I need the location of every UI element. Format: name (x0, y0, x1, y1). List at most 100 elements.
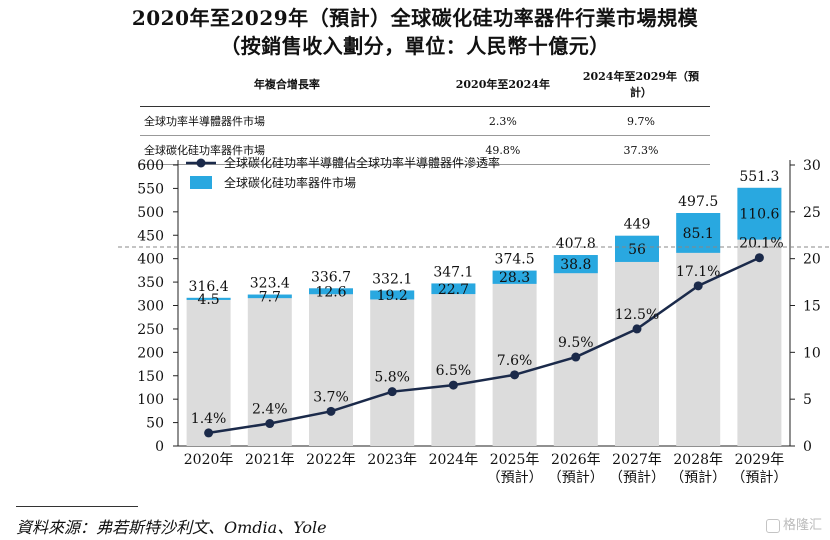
x-tick-label: 2023年 (367, 452, 417, 468)
watermark: 格隆汇 (765, 514, 822, 533)
bar-sic-segment (431, 283, 476, 295)
x-tick-label: 2025年 (490, 452, 540, 468)
legend-line-marker (196, 158, 206, 168)
y-tick-label: 550 (137, 181, 164, 197)
bar-total (309, 288, 353, 446)
cagr-row-label: 全球功率半導體器件市場 (144, 115, 265, 128)
source-note: 資料來源：弗若斯特沙利文、Omdia、Yole (16, 518, 327, 537)
y2-tick-label: 5 (803, 392, 812, 408)
bar-segment-label: 28.3 (499, 270, 530, 286)
bar-total-label: 332.1 (372, 271, 412, 287)
penetration-point (204, 428, 214, 438)
bar-sic-segment (370, 290, 415, 300)
bar-sic-segment (309, 288, 353, 295)
bar-total (431, 283, 476, 446)
penetration-label: 17.1% (676, 264, 720, 280)
y2-tick-label: 20 (803, 252, 821, 268)
penetration-label: 5.8% (374, 370, 410, 386)
y-tick-label: 50 (146, 416, 164, 432)
y2-tick-label: 10 (803, 345, 821, 361)
bar-sic-segment (737, 187, 782, 240)
bar-segment-label: 56 (628, 242, 646, 258)
penetration-point (754, 253, 764, 263)
bar-segment-label: 4.5 (197, 292, 219, 308)
cagr-value: 9.7% (626, 114, 655, 128)
bar-segment-label: 19.2 (377, 288, 408, 304)
watermark-text: 格隆汇 (782, 518, 822, 533)
penetration-point (387, 387, 397, 397)
cagr-header-label: 年複合增長率 (140, 62, 434, 107)
penetration-label: 1.4% (191, 411, 227, 427)
penetration-label: 6.5% (436, 363, 472, 379)
combo-chart: 0 50 100 150 200 250 300 350 400 450 500 550 600 0 5 10… (118, 155, 830, 486)
penetration-point (448, 380, 458, 390)
x-tick-note: （預計） (609, 470, 665, 486)
penetration-point (632, 324, 642, 334)
legend-label: 全球碳化硅功率器件市場 (224, 175, 356, 190)
cagr-row-label: 全球碳化硅功率器件市場 (144, 144, 265, 157)
bar-segment-label: 110.6 (739, 207, 779, 223)
bar-total-label: 497.5 (678, 194, 718, 210)
penetration-line (208, 256, 760, 435)
bar-total-label: 374.5 (495, 252, 535, 268)
bar-total (186, 297, 231, 446)
bar-total-label: 551.3 (739, 169, 779, 185)
bar-sic-segment (492, 270, 537, 284)
chart-subtitle: （按銷售收入劃分，單位：人民幣十億元） (220, 34, 610, 58)
x-tick-label: 2029年 (735, 452, 785, 468)
bar-total-label: 316.4 (189, 279, 229, 295)
y-tick-label: 200 (137, 345, 164, 361)
penetration-label: 7.6% (497, 353, 533, 369)
bar-total-label: 347.1 (433, 264, 473, 280)
table-row: 全球碳化硅功率器件市場 49.8% 37.3% (140, 136, 710, 165)
table-row: 全球功率半導體器件市場 2.3% 9.7% (140, 107, 710, 136)
y-tick-label: 300 (137, 299, 164, 315)
y2-tick-label: 15 (803, 299, 821, 315)
x-tick-label: 2021年 (245, 452, 295, 468)
penetration-point (571, 352, 581, 362)
bar-sic-segment (247, 294, 292, 299)
bar-total-label: 449 (624, 217, 651, 233)
y2-tick-label: 25 (803, 205, 821, 221)
x-tick-label: 2026年 (551, 452, 601, 468)
cagr-header-period1: 2020年至2024年 (433, 62, 572, 107)
y-tick-label: 0 (155, 439, 164, 455)
y-tick-label: 350 (137, 275, 164, 291)
bar-segment-label: 12.6 (315, 284, 346, 300)
y-tick-label: 600 (137, 158, 164, 174)
cagr-value: 37.3% (623, 143, 659, 157)
bar-segment-label: 7.7 (259, 289, 281, 305)
penetration-point (693, 281, 703, 291)
bar-total-label: 323.4 (250, 276, 290, 292)
y2-tick-label: 30 (803, 158, 821, 174)
bar-total-label: 336.7 (311, 269, 351, 285)
penetration-point (265, 419, 275, 429)
bar-segment-label: 85.1 (683, 226, 714, 242)
cagr-table: 年複合增長率 2020年至2024年 2024年至2029年（預計） 全球功率半… (140, 62, 710, 165)
bar-sic-segment (676, 213, 721, 253)
bar-total-label: 407.8 (556, 236, 596, 252)
cagr-value: 49.8% (485, 143, 521, 157)
x-tick-note: （預計） (670, 470, 726, 486)
cagr-header-row: 年複合增長率 2020年至2024年 2024年至2029年（預計） (140, 62, 710, 107)
penetration-label: 9.5% (558, 335, 594, 351)
y-tick-label: 100 (137, 392, 164, 408)
y-tick-label: 400 (137, 252, 164, 268)
legend-box-swatch (190, 176, 212, 189)
x-tick-label: 2022年 (306, 452, 356, 468)
x-tick-label: 2024年 (429, 452, 479, 468)
x-tick-note: （預計） (548, 470, 604, 486)
penetration-label: 3.7% (313, 389, 349, 405)
penetration-label: 12.5% (615, 307, 659, 323)
x-tick-label: 2027年 (612, 452, 662, 468)
x-tick-label: 2028年 (673, 452, 723, 468)
penetration-point (510, 370, 520, 380)
bar-segment-label: 38.8 (560, 257, 591, 273)
bar-sic-segment (553, 255, 598, 274)
cagr-value: 2.3% (488, 114, 517, 128)
x-tick-label: 2020年 (184, 452, 234, 468)
penetration-label: 20.1% (739, 236, 783, 252)
y-tick-label: 500 (137, 205, 164, 221)
bar-total (370, 290, 415, 446)
y-tick-label: 450 (137, 228, 164, 244)
